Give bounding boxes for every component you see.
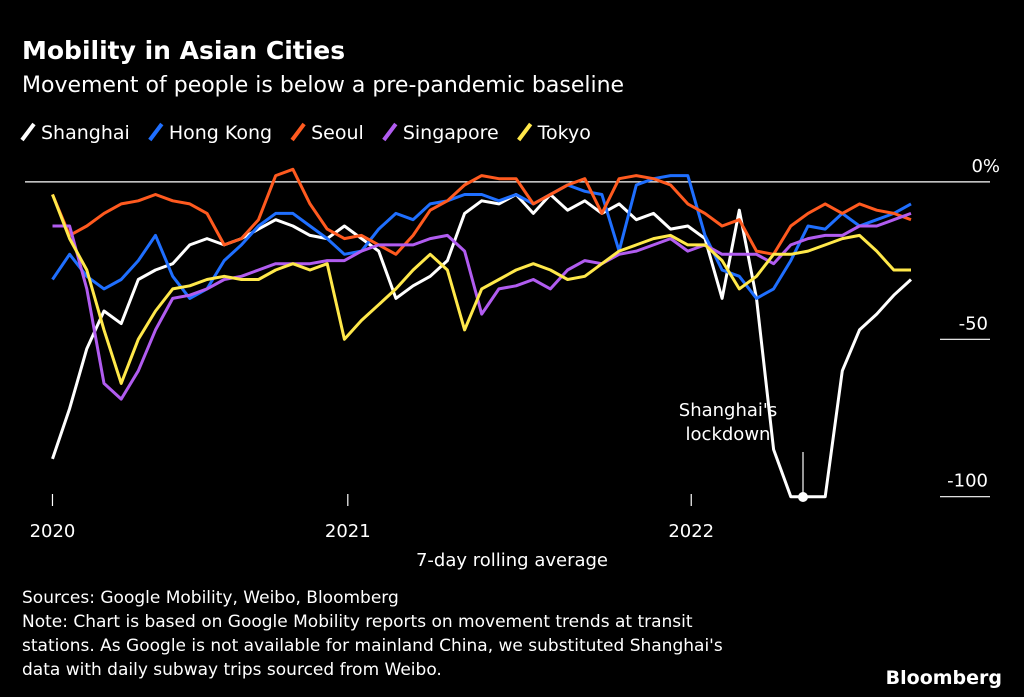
annotation: Shanghai's — [679, 400, 777, 421]
y-tick-label: -100 — [947, 471, 988, 492]
legend-swatch — [148, 122, 164, 142]
series-line — [51, 193, 911, 385]
series-line — [51, 167, 912, 256]
series-line — [51, 193, 913, 499]
x-tick-label: 2022 — [668, 521, 714, 542]
legend-label: Singapore — [403, 122, 499, 144]
note: Note: Chart is based on Google Mobility … — [22, 612, 693, 632]
legend-swatch — [517, 122, 533, 142]
x-tick-label: 2021 — [325, 521, 371, 542]
chart-subtitle: Movement of people is below a pre-pandem… — [22, 73, 624, 98]
legend-label: Shanghai — [41, 122, 130, 144]
legend-swatch — [290, 122, 306, 142]
y-tick-label: -50 — [959, 313, 988, 334]
legend-label: Hong Kong — [169, 122, 272, 144]
brand: Bloomberg — [886, 667, 1002, 689]
legend-swatch — [20, 122, 36, 142]
series-line — [51, 174, 912, 300]
annotation: lockdown — [686, 424, 771, 445]
note: stations. As Google is not available for… — [22, 636, 723, 656]
chart-title: Mobility in Asian Cities — [22, 36, 345, 65]
legend-label: Tokyo — [537, 122, 591, 144]
note: data with daily subway trips sourced fro… — [22, 660, 442, 680]
legend-swatch — [382, 122, 398, 142]
legend-label: Seoul — [311, 122, 364, 144]
source: Sources: Google Mobility, Weibo, Bloombe… — [22, 588, 399, 608]
x-axis-label: 7-day rolling average — [416, 550, 608, 571]
x-tick-label: 2020 — [30, 521, 76, 542]
annotation-dot — [798, 492, 808, 502]
y-tick-label: 0% — [971, 156, 1000, 177]
